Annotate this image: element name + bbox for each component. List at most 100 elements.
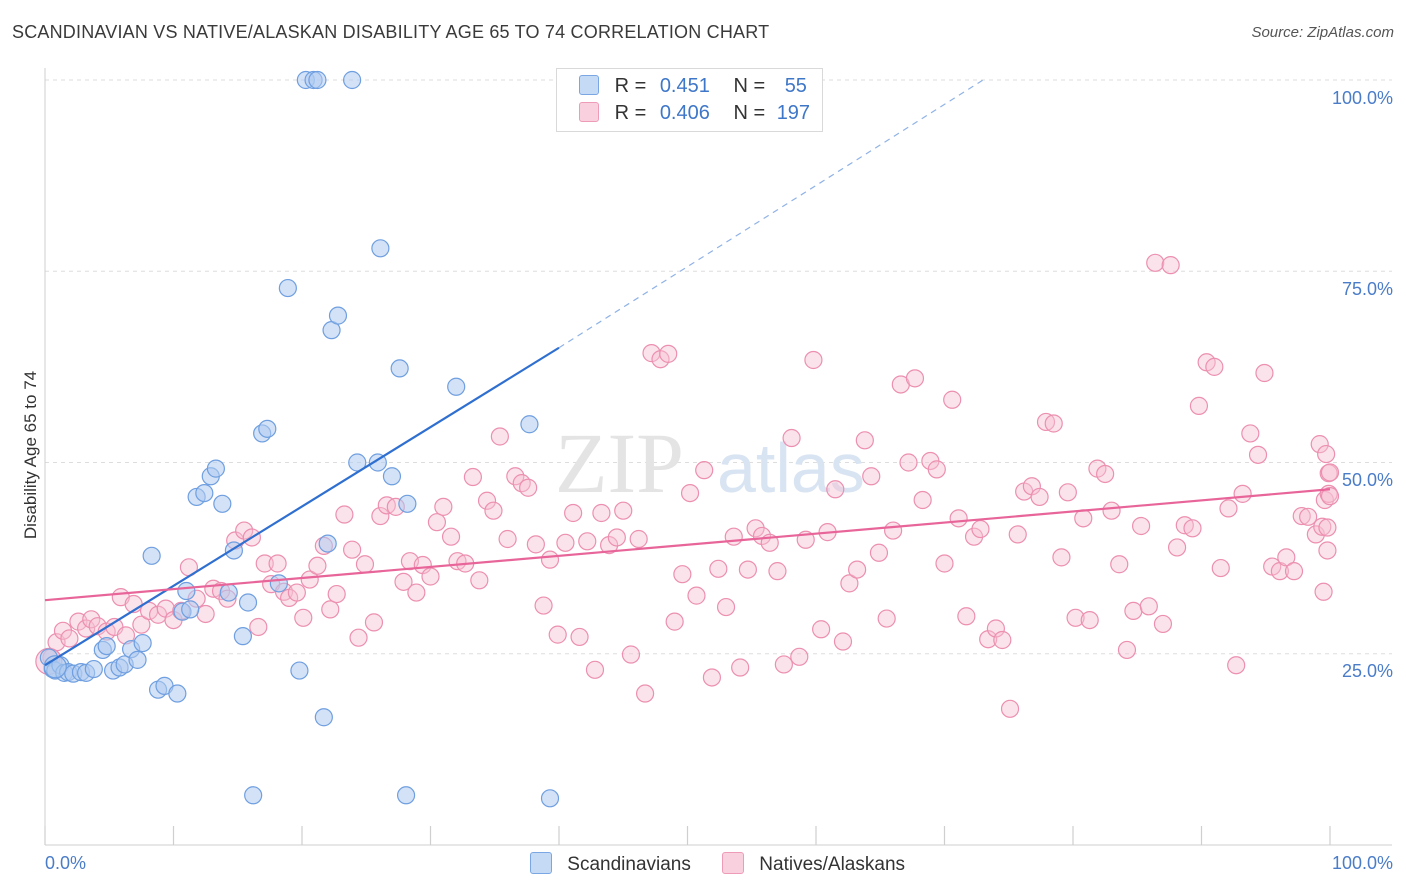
scandinavian-points xyxy=(39,70,560,808)
native-point xyxy=(512,474,531,493)
native-point xyxy=(434,497,453,516)
native-point xyxy=(1318,518,1337,537)
y-tick-label: 75.0% xyxy=(1342,279,1393,299)
native-point xyxy=(564,503,583,523)
native-point xyxy=(1102,501,1121,520)
native-point xyxy=(1319,464,1338,483)
native-point xyxy=(993,630,1012,650)
scandinavian-point xyxy=(168,684,187,703)
native-point xyxy=(394,572,413,591)
trend-lines xyxy=(44,79,1331,667)
native-point xyxy=(570,627,589,647)
native-point xyxy=(1036,412,1056,432)
native-point xyxy=(935,554,954,573)
native-point xyxy=(1066,608,1085,627)
native-point xyxy=(548,625,567,644)
native-point xyxy=(349,628,368,647)
native-point xyxy=(1044,414,1063,433)
scandinavian-point xyxy=(382,467,402,486)
native-point xyxy=(484,501,503,520)
native-point xyxy=(60,629,79,648)
native-point xyxy=(519,478,538,497)
bottom-legend-scandinavians: Scandinavians xyxy=(530,852,691,876)
scandinavian-point xyxy=(128,650,147,669)
native-point xyxy=(1233,484,1252,503)
legend-swatch-blue xyxy=(579,75,599,95)
native-point xyxy=(877,609,896,628)
native-point xyxy=(629,529,648,549)
native-point xyxy=(949,509,968,528)
scandinavian-point xyxy=(142,546,161,565)
native-point xyxy=(913,490,932,510)
watermark-zip: ZIP xyxy=(555,415,684,511)
scandinavian-point xyxy=(343,70,362,90)
native-point xyxy=(1153,614,1173,634)
x-tick-label-min: 0.0% xyxy=(45,853,86,873)
natives-points xyxy=(35,253,1340,718)
correlation-legend: R = 0.451 N = 55 R = 0.406 N = 197 xyxy=(556,68,823,132)
gridlines xyxy=(45,79,1392,655)
scandinavian-point xyxy=(195,484,214,503)
native-point xyxy=(943,390,962,409)
y-tick-label: 100.0% xyxy=(1332,88,1393,108)
scandinavian-point xyxy=(348,453,367,472)
scandinavian-point xyxy=(269,574,288,593)
bottom-legend-label: Natives/Alaskans xyxy=(759,854,906,875)
native-point xyxy=(377,496,396,515)
native-point xyxy=(1110,555,1129,574)
native-point xyxy=(986,619,1006,638)
native-point xyxy=(600,536,619,555)
native-point xyxy=(235,521,254,540)
native-point xyxy=(294,608,313,627)
y-axis-title: Disability Age 65 to 74 xyxy=(21,371,40,539)
native-point xyxy=(371,506,390,526)
native-point xyxy=(1189,396,1209,415)
native-point xyxy=(695,461,714,480)
scandinavian-point xyxy=(219,583,238,602)
scandinavian-point xyxy=(396,786,416,805)
native-point xyxy=(774,655,793,674)
native-point xyxy=(782,428,801,448)
native-point xyxy=(855,431,874,450)
scandinavian-point xyxy=(318,534,337,553)
native-point xyxy=(355,555,375,574)
watermark: ZIP atlas xyxy=(555,415,865,511)
native-point xyxy=(534,596,553,615)
native-point xyxy=(343,540,362,559)
legend-n-value: 55 xyxy=(784,75,807,97)
scandinavian-point xyxy=(181,600,200,619)
legend-swatch-pink xyxy=(579,102,599,122)
native-point xyxy=(804,350,823,370)
native-point xyxy=(268,554,287,573)
scandinavian-point xyxy=(97,636,116,656)
native-point xyxy=(848,560,867,579)
native-point xyxy=(702,668,722,687)
native-point xyxy=(738,560,757,579)
legend-n-label: N = xyxy=(733,102,766,124)
native-point xyxy=(905,369,925,388)
native-point xyxy=(196,604,215,624)
native-point xyxy=(1255,363,1274,383)
legend-row-scandinavians: R = 0.451 N = 55 xyxy=(579,75,807,99)
native-point xyxy=(883,521,903,540)
native-point xyxy=(1117,640,1137,660)
y-tick-label: 50.0% xyxy=(1342,470,1393,490)
native-point xyxy=(364,613,384,632)
legend-row-natives: R = 0.406 N = 197 xyxy=(579,102,810,126)
native-point xyxy=(1124,601,1143,621)
native-point xyxy=(1096,464,1115,484)
scandinavian-point xyxy=(447,377,466,396)
native-point xyxy=(506,467,525,486)
scandinavian-point xyxy=(233,627,252,646)
scandinavian-point xyxy=(314,708,333,727)
native-point xyxy=(614,501,633,520)
native-point xyxy=(287,583,306,602)
scandinavian-point xyxy=(244,786,263,805)
native-point xyxy=(1284,562,1304,581)
native-point xyxy=(1320,463,1340,482)
native-point xyxy=(687,586,706,605)
tick-labels: 25.0% 50.0% 75.0% 100.0% 0.0% 100.0% xyxy=(45,88,1393,873)
legend-n-value: 197 xyxy=(776,102,811,124)
native-point xyxy=(1030,487,1049,507)
